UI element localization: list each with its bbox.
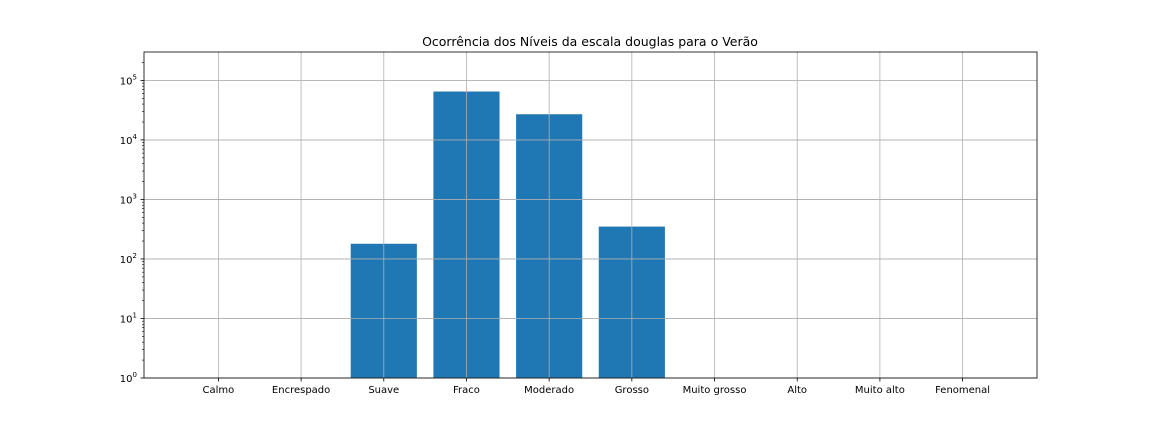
x-tick-label: Muito grosso: [683, 385, 747, 396]
x-tick-label: Muito alto: [855, 385, 905, 396]
y-tick-label: 103: [120, 192, 137, 206]
y-tick-label: 104: [120, 133, 138, 147]
plot-frame: [143, 51, 1038, 379]
x-tick-label: Moderado: [524, 385, 574, 396]
bars: [144, 52, 1037, 379]
x-tick-label: Encrespado: [272, 385, 330, 396]
y-tick-label: 105: [120, 73, 137, 87]
x-tick-label: Fenomenal: [935, 385, 990, 396]
axes: [140, 51, 1038, 382]
x-tick-label: Suave: [368, 385, 399, 396]
x-tick-label: Calmo: [203, 385, 235, 396]
y-tick-label: 101: [120, 311, 137, 325]
y-tick-labels: 100 101 102 103 104 105: [120, 73, 138, 385]
y-tick-label: 100: [120, 371, 137, 385]
x-tick-label: Grosso: [615, 385, 649, 396]
x-tick-labels: Calmo Encrespado Suave Fraco Moderado Grosso M…: [203, 385, 991, 396]
grid-lines: [144, 79, 1037, 379]
x-tick-label: Fraco: [453, 385, 480, 396]
y-tick-label: 102: [120, 252, 137, 266]
chart-title: Ocorrência dos Níveis da escala douglas …: [422, 34, 758, 49]
x-tick-label: Alto: [787, 385, 807, 396]
